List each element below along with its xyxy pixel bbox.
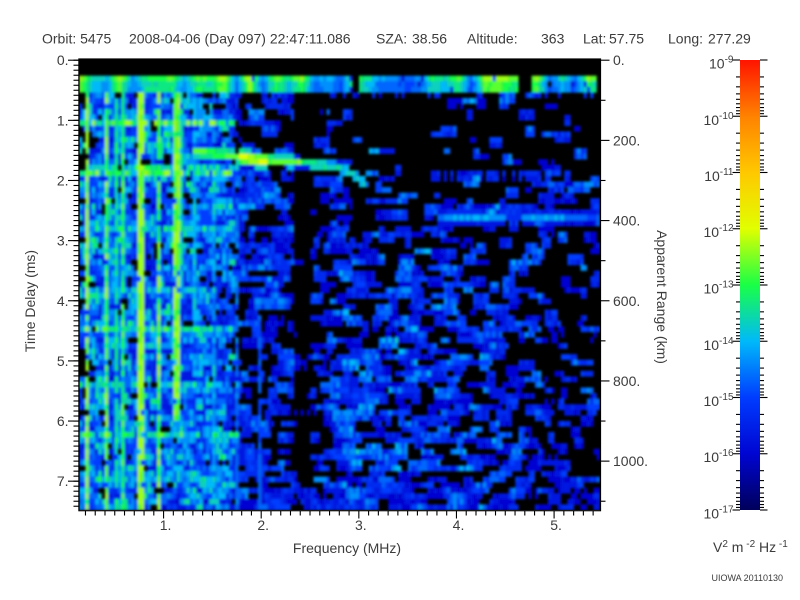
svg-text:Lat:: Lat:	[583, 31, 606, 47]
svg-text:277.29: 277.29	[708, 31, 751, 47]
svg-text:SZA:: SZA:	[376, 31, 407, 47]
svg-text:Orbit: 5475: Orbit: 5475	[42, 31, 111, 47]
svg-text:Altitude:: Altitude:	[467, 31, 518, 47]
svg-text:57.75: 57.75	[609, 31, 644, 47]
svg-text:363: 363	[541, 31, 565, 47]
svg-text:38.56: 38.56	[412, 31, 447, 47]
svg-text:Long:: Long:	[668, 31, 703, 47]
svg-text:2008-04-06 (Day 097) 22:47:11.: 2008-04-06 (Day 097) 22:47:11.086	[129, 31, 351, 47]
